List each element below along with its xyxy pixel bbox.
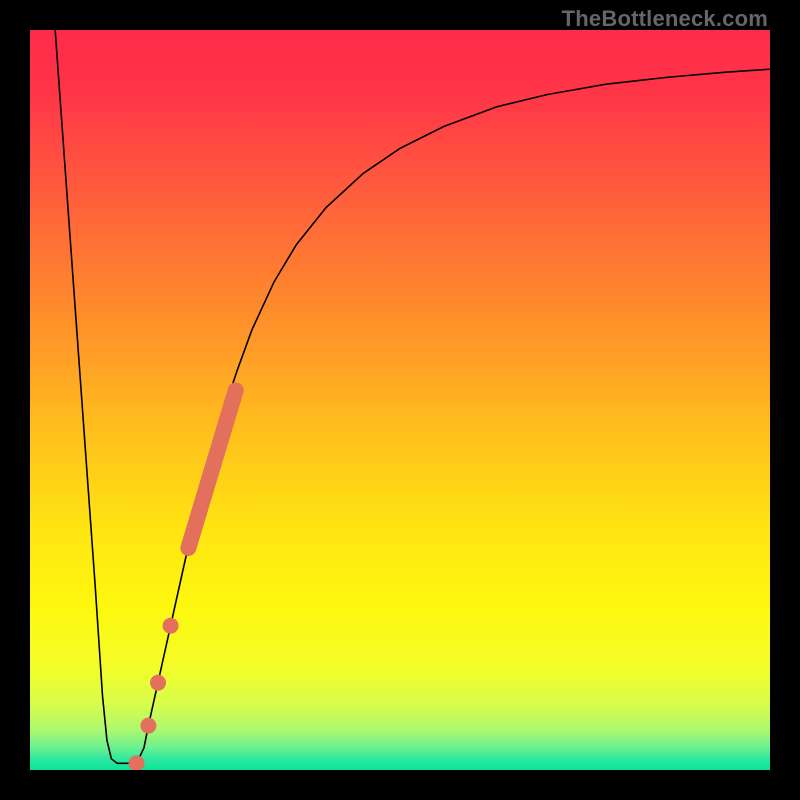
data-marker — [140, 718, 156, 734]
data-marker — [163, 618, 179, 634]
chart-container: TheBottleneck.com — [0, 0, 800, 800]
attribution-text: TheBottleneck.com — [562, 6, 768, 32]
data-marker — [150, 675, 166, 691]
plot-area — [30, 30, 770, 770]
gradient-background — [30, 30, 770, 770]
